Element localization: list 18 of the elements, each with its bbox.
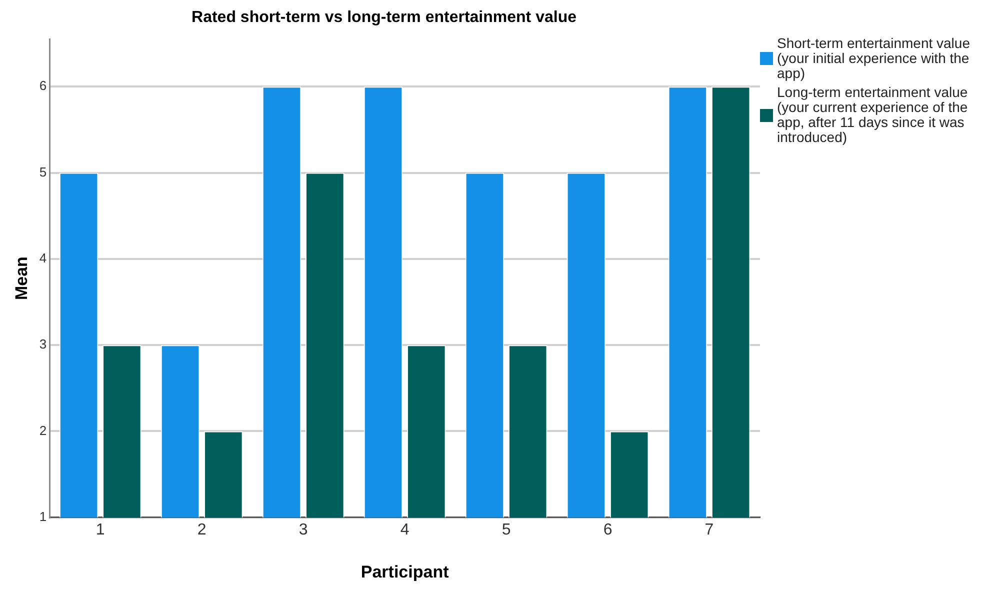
x-tick-label: 7 [704,521,714,538]
y-tick-label: 6 [39,78,47,94]
y-axis-title: Mean [12,256,31,300]
chart-title: Rated short-term vs long-term entertainment value [192,9,577,26]
x-tick-label: 1 [96,521,105,538]
x-tick-label: 3 [298,521,308,538]
y-tick-label: 1 [39,508,47,524]
y-tick-label: 4 [39,250,47,266]
x-tick-label: 2 [197,521,206,538]
x-tick-label: 6 [603,521,612,538]
y-tick-label: 5 [39,164,47,180]
legend-label: Long-term entertainment value (your current experience of the app, after 11 days since it was introduced) [777,84,969,145]
y-tick-label: 3 [39,336,47,352]
legend-label: Short-term entertainment value (your initial experience with the app) [777,35,971,81]
x-tick-label: 4 [400,521,410,538]
y-tick-label: 2 [39,422,47,438]
x-axis-title: Participant [360,562,450,582]
x-tick-label: 5 [502,521,511,538]
